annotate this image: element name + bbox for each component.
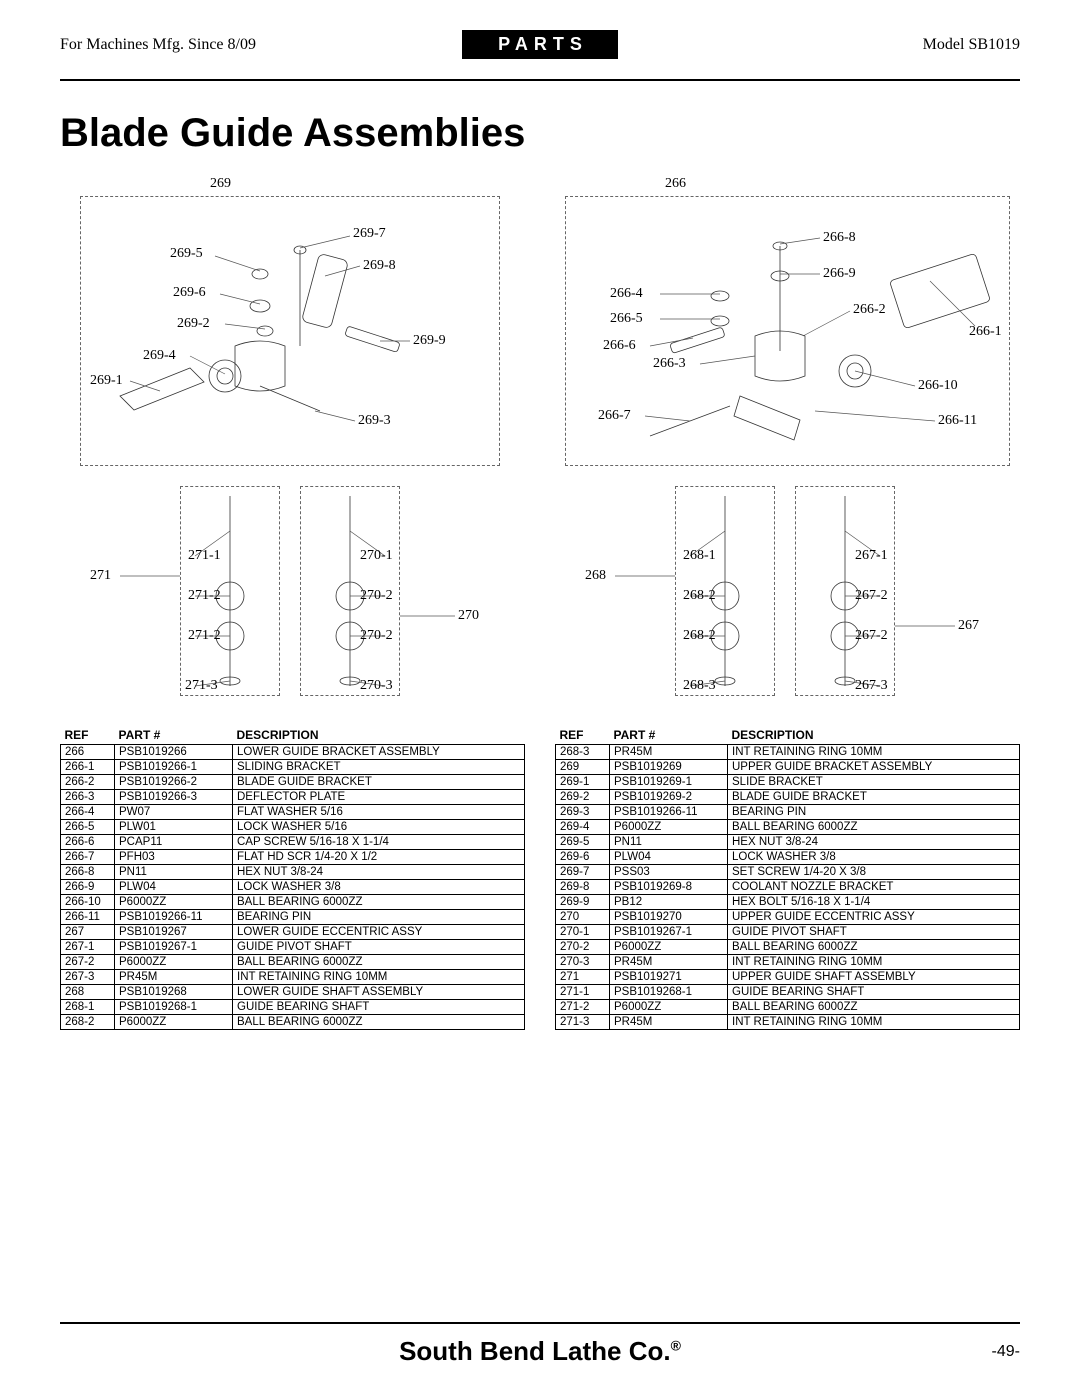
lbl: 270-2	[360, 588, 393, 604]
table-row: 266-6PCAP11CAP SCREW 5/16-18 X 1-1/4	[61, 835, 525, 850]
table-row: 266-2PSB1019266-2BLADE GUIDE BRACKET	[61, 775, 525, 790]
table-row: 269-9PB12HEX BOLT 5/16-18 X 1-1/4	[556, 895, 1020, 910]
lbl: 269-7	[353, 226, 386, 242]
lbl: 266-4	[610, 286, 643, 302]
col-header: PART #	[115, 726, 233, 745]
lbl: 270-1	[360, 548, 393, 564]
lbl: 268-1	[683, 548, 716, 564]
table-row: 269-6PLW04LOCK WASHER 3/8	[556, 850, 1020, 865]
page-title: Blade Guide Assemblies	[60, 111, 1020, 156]
lbl: 268-2	[683, 628, 716, 644]
table-row: 267-2P6000ZZBALL BEARING 6000ZZ	[61, 955, 525, 970]
table-row: 269PSB1019269UPPER GUIDE BRACKET ASSEMBL…	[556, 760, 1020, 775]
table-row: 270PSB1019270UPPER GUIDE ECCENTRIC ASSY	[556, 910, 1020, 925]
lbl: 266-6	[603, 338, 636, 354]
table-row: 269-2PSB1019269-2BLADE GUIDE BRACKET	[556, 790, 1020, 805]
table-row: 271-3PR45MINT RETAINING RING 10MM	[556, 1015, 1020, 1030]
lbl: 271-2	[188, 628, 221, 644]
table-row: 266-3PSB1019266-3DEFLECTOR PLATE	[61, 790, 525, 805]
lbl: 271-3	[185, 678, 218, 694]
group-label-271: 271	[90, 568, 111, 584]
lbl: 269-1	[90, 373, 123, 389]
diagram-right: 266	[555, 176, 1020, 706]
header-right: Model SB1019	[618, 36, 1020, 54]
lbl: 267-2	[855, 588, 888, 604]
tables-row: REFPART #DESCRIPTION266PSB1019266LOWER G…	[60, 726, 1020, 1030]
col-header: DESCRIPTION	[233, 726, 525, 745]
table-row: 267PSB1019267LOWER GUIDE ECCENTRIC ASSY	[61, 925, 525, 940]
table-row: 267-1PSB1019267-1GUIDE PIVOT SHAFT	[61, 940, 525, 955]
lbl: 266-7	[598, 408, 631, 424]
table-row: 269-5PN11HEX NUT 3/8-24	[556, 835, 1020, 850]
header-bar: For Machines Mfg. Since 8/09 PARTS Model…	[60, 30, 1020, 59]
parts-table-right: REFPART #DESCRIPTION268-3PR45MINT RETAIN…	[555, 726, 1020, 1030]
lbl: 266-2	[853, 302, 886, 318]
lbl: 267-3	[855, 678, 888, 694]
table-row: 267-3PR45MINT RETAINING RING 10MM	[61, 970, 525, 985]
lbl: 267-1	[855, 548, 888, 564]
table-row: 266-4PW07FLAT WASHER 5/16	[61, 805, 525, 820]
table-row: 269-1PSB1019269-1SLIDE BRACKET	[556, 775, 1020, 790]
lbl: 269-4	[143, 348, 176, 364]
header-left: For Machines Mfg. Since 8/09	[60, 36, 462, 54]
col-header: REF	[556, 726, 610, 745]
table-row: 269-3PSB1019266-11BEARING PIN	[556, 805, 1020, 820]
lbl: 266-3	[653, 356, 686, 372]
header-mid: PARTS	[462, 30, 618, 59]
lbl: 269-9	[413, 333, 446, 349]
table-row: 266-10P6000ZZBALL BEARING 6000ZZ	[61, 895, 525, 910]
table-row: 270-3PR45MINT RETAINING RING 10MM	[556, 955, 1020, 970]
table-row: 266-5PLW01LOCK WASHER 5/16	[61, 820, 525, 835]
page-number: -49-	[700, 1343, 1020, 1361]
lbl: 269-3	[358, 413, 391, 429]
footer: South Bend Lathe Co.® -49-	[0, 1322, 1080, 1367]
lbl: 268-3	[683, 678, 716, 694]
lbl: 271-1	[188, 548, 221, 564]
lbl: 270-2	[360, 628, 393, 644]
group-label-270: 270	[458, 608, 479, 624]
table-row: 271-1PSB1019268-1GUIDE BEARING SHAFT	[556, 985, 1020, 1000]
lbl: 266-9	[823, 266, 856, 282]
table-row: 266-7PFH03FLAT HD SCR 1/4-20 X 1/2	[61, 850, 525, 865]
table-row: 268PSB1019268LOWER GUIDE SHAFT ASSEMBLY	[61, 985, 525, 1000]
col-header: DESCRIPTION	[728, 726, 1020, 745]
table-row: 268-3PR45MINT RETAINING RING 10MM	[556, 745, 1020, 760]
table-row: 269-8PSB1019269-8COOLANT NOZZLE BRACKET	[556, 880, 1020, 895]
diagram-left: 269	[60, 176, 525, 706]
lbl: 270-3	[360, 678, 393, 694]
table-row: 270-2P6000ZZBALL BEARING 6000ZZ	[556, 940, 1020, 955]
diagrams-row: 269	[60, 176, 1020, 706]
table-row: 266PSB1019266LOWER GUIDE BRACKET ASSEMBL…	[61, 745, 525, 760]
lbl: 271-2	[188, 588, 221, 604]
table-row: 271-2P6000ZZBALL BEARING 6000ZZ	[556, 1000, 1020, 1015]
lbl: 266-8	[823, 230, 856, 246]
group-label-267: 267	[958, 618, 979, 634]
table-row: 266-1PSB1019266-1SLIDING BRACKET	[61, 760, 525, 775]
lbl: 266-5	[610, 311, 643, 327]
lbl: 269-8	[363, 258, 396, 274]
table-row: 266-11PSB1019266-11BEARING PIN	[61, 910, 525, 925]
lbl: 267-2	[855, 628, 888, 644]
lbl: 268-2	[683, 588, 716, 604]
table-row: 270-1PSB1019267-1GUIDE PIVOT SHAFT	[556, 925, 1020, 940]
lbl: 269-6	[173, 285, 206, 301]
footer-brand: South Bend Lathe Co.®	[380, 1336, 700, 1367]
lbl: 266-10	[918, 378, 958, 394]
col-header: REF	[61, 726, 115, 745]
table-row: 269-4P6000ZZBALL BEARING 6000ZZ	[556, 820, 1020, 835]
header-rule	[60, 79, 1020, 81]
lbl: 266-11	[938, 413, 977, 429]
table-row: 268-1PSB1019268-1GUIDE BEARING SHAFT	[61, 1000, 525, 1015]
parts-table-left: REFPART #DESCRIPTION266PSB1019266LOWER G…	[60, 726, 525, 1030]
table-row: 269-7PSS03SET SCREW 1/4-20 X 3/8	[556, 865, 1020, 880]
table-row: 266-9PLW04LOCK WASHER 3/8	[61, 880, 525, 895]
table-row: 268-2P6000ZZBALL BEARING 6000ZZ	[61, 1015, 525, 1030]
table-row: 266-8PN11HEX NUT 3/8-24	[61, 865, 525, 880]
col-header: PART #	[610, 726, 728, 745]
lbl: 269-2	[177, 316, 210, 332]
lbl: 269-5	[170, 246, 203, 262]
lbl: 266-1	[969, 324, 1002, 340]
group-label-268: 268	[585, 568, 606, 584]
table-row: 271PSB1019271UPPER GUIDE SHAFT ASSEMBLY	[556, 970, 1020, 985]
